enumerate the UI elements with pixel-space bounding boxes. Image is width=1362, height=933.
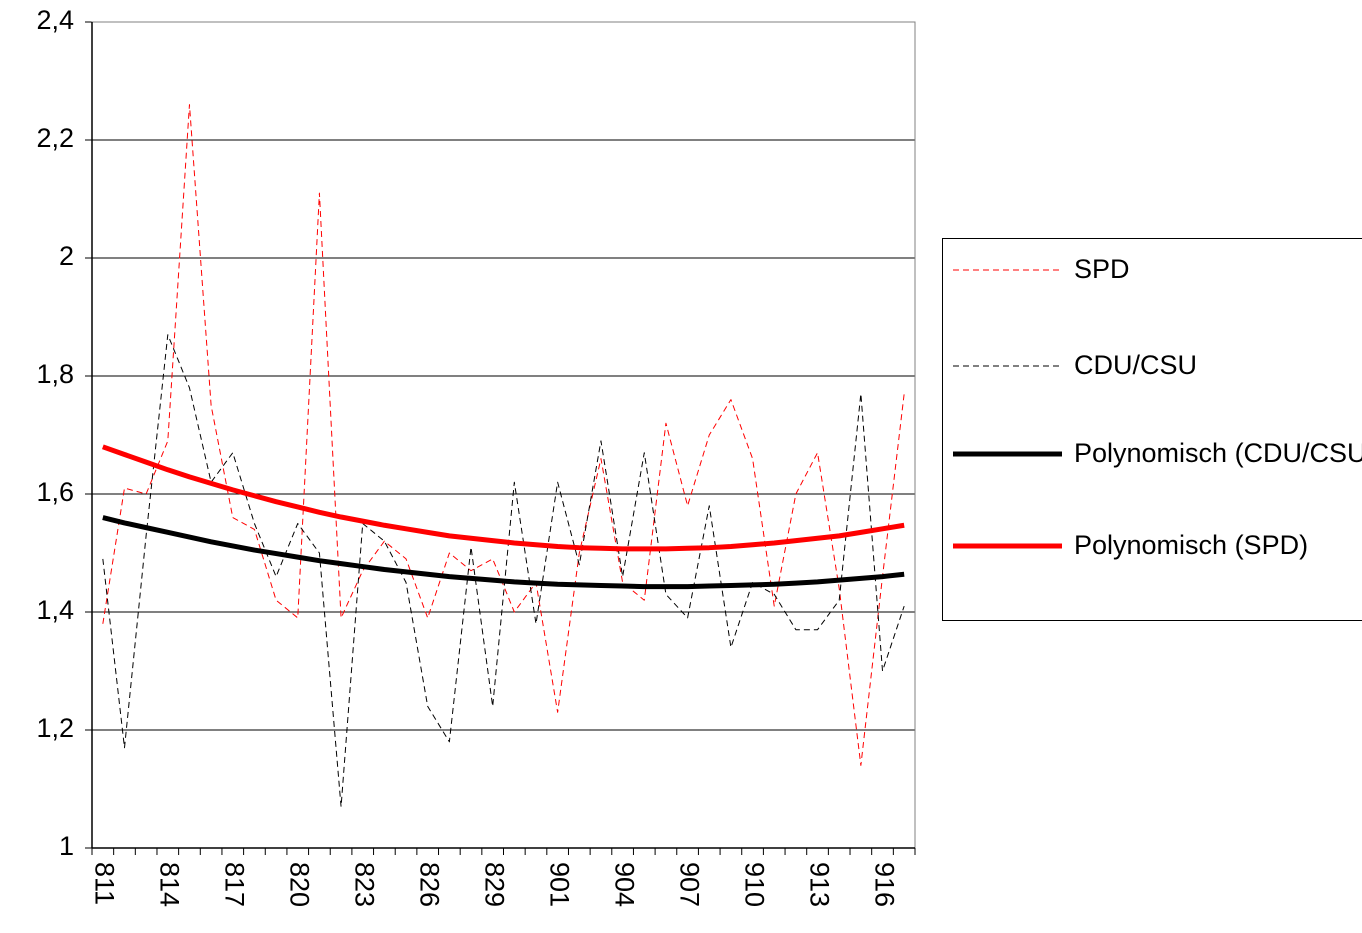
y-tick-label: 1,4 [36, 595, 74, 625]
x-tick-label: 910 [739, 862, 769, 907]
plot-frame [91, 21, 916, 849]
x-tick-label: 904 [609, 862, 639, 907]
x-tick-label: 901 [545, 862, 575, 907]
series-line [102, 104, 905, 766]
x-tick-label: 829 [480, 862, 510, 907]
y-tick-label: 1,2 [36, 713, 74, 743]
y-tick-label: 2 [59, 241, 74, 271]
legend: SPD CDU/CSU Polynomisch (CDU/CSU) Polynomis… [942, 238, 1362, 621]
x-tick-label: 913 [804, 862, 834, 907]
legend-entry: SPD [943, 253, 1362, 286]
series-line [101, 444, 905, 552]
legend-swatch [953, 365, 1062, 366]
y-tick-label: 1 [59, 831, 74, 861]
legend-label: SPD [1074, 254, 1130, 284]
x-tick-label: 814 [155, 862, 185, 907]
x-tick-label: 820 [285, 862, 315, 907]
y-tick-label: 2,4 [36, 5, 74, 35]
y-tick-label: 1,6 [36, 477, 74, 507]
legend-swatch [953, 451, 1062, 456]
legend-entry: Polynomisch (CDU/CSU) [943, 437, 1362, 470]
x-tick-label: 916 [869, 862, 899, 907]
x-tick-label: 811 [90, 862, 120, 905]
legend-swatch [953, 269, 1062, 270]
legend-entry: Polynomisch (SPD) [943, 529, 1362, 562]
y-tick-label: 2,2 [36, 123, 74, 153]
legend-entry: CDU/CSU [943, 349, 1362, 382]
x-tick-label: 823 [350, 862, 380, 907]
legend-label: Polynomisch (CDU/CSU) [1074, 438, 1362, 468]
x-tick-label: 817 [220, 862, 250, 907]
y-tick-label: 1,8 [36, 359, 74, 389]
x-tick-label: 907 [674, 862, 704, 907]
series-line [102, 334, 905, 808]
series-line [102, 515, 905, 590]
legend-swatch [953, 543, 1062, 548]
legend-label: Polynomisch (SPD) [1074, 530, 1309, 560]
x-tick-label: 826 [415, 862, 445, 907]
legend-label: CDU/CSU [1074, 350, 1198, 380]
